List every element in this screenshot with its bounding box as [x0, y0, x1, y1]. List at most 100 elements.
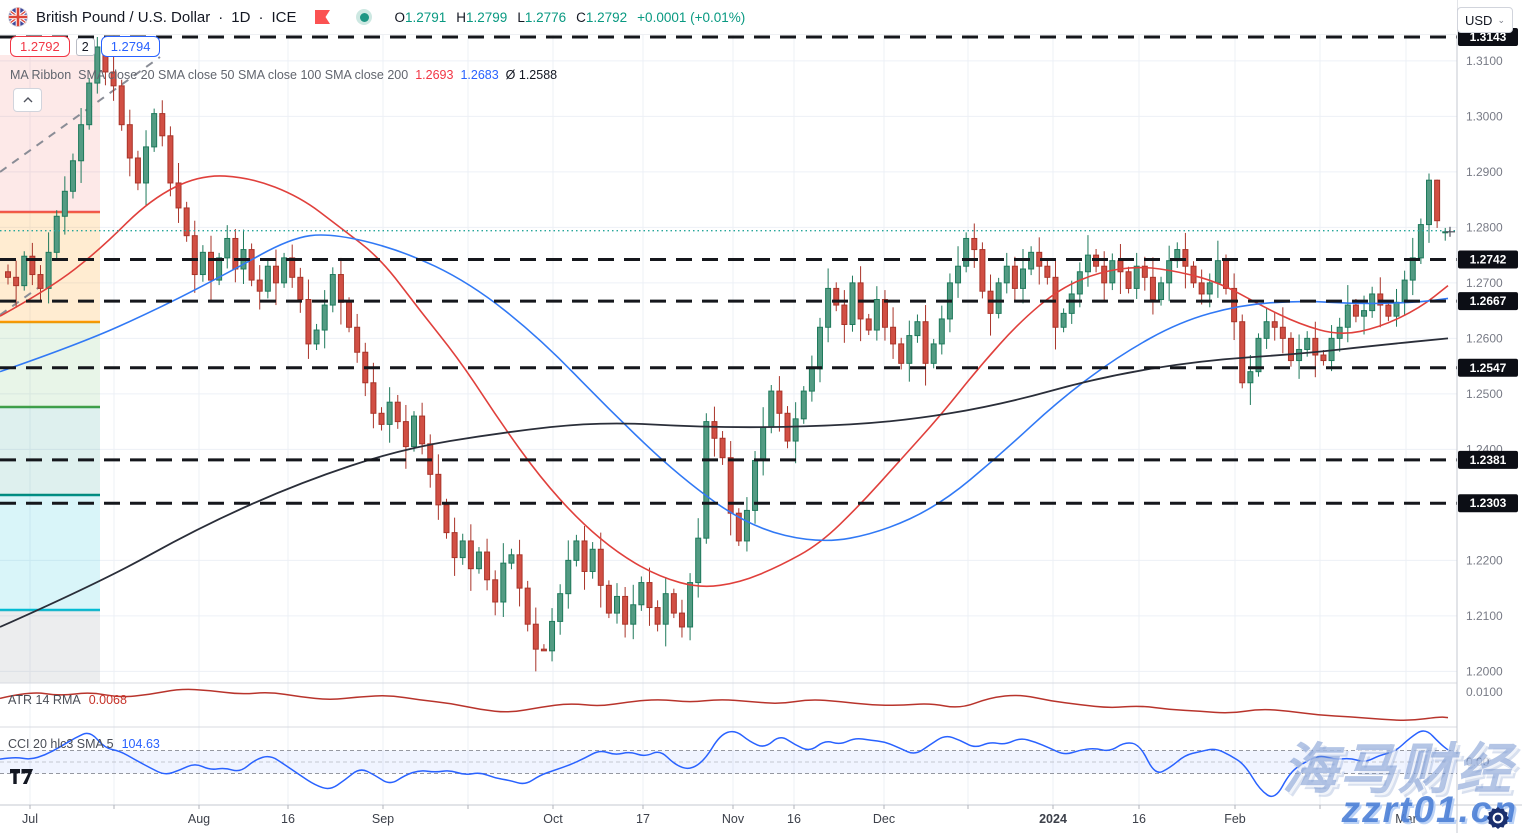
time-tick-label: 16 [787, 812, 801, 826]
currency-dropdown[interactable]: USD ⌄ [1457, 7, 1513, 33]
level-badge [1458, 494, 1518, 513]
price-tick-label: 1.3000 [1466, 109, 1503, 123]
candle [971, 237, 978, 251]
candle [78, 124, 85, 162]
candle [662, 593, 669, 625]
candle [386, 401, 393, 425]
candle [86, 82, 93, 126]
time-axis-bg[interactable] [0, 805, 1522, 833]
candle [492, 579, 499, 603]
ma-line-sma-20[interactable] [0, 175, 1449, 588]
candle [540, 648, 547, 652]
candle [678, 612, 685, 628]
interval-label[interactable]: 1D [231, 8, 251, 26]
candle [313, 329, 320, 345]
trendline[interactable] [0, 56, 161, 173]
orders-count-tag[interactable]: 2 [75, 37, 95, 56]
level-badge [1458, 250, 1518, 269]
candle [45, 251, 52, 289]
candle [687, 582, 694, 628]
market-status-icon[interactable] [356, 9, 373, 25]
candle [94, 46, 101, 84]
candle [1417, 224, 1424, 259]
candle [346, 301, 353, 328]
atr-legend[interactable]: ATR 14 RMA 0.0068 [8, 693, 127, 707]
candle [216, 257, 223, 281]
candle [183, 207, 190, 237]
cci-tick-label: 0.00 [1466, 755, 1490, 769]
candle [37, 274, 44, 289]
ma-ribbon-value-1: 1.2693 [415, 68, 454, 82]
candle [849, 282, 856, 325]
candle [930, 343, 937, 364]
candle [134, 157, 141, 184]
level-badge-label: 1.2667 [1470, 294, 1507, 308]
candle [232, 237, 239, 270]
atr-tick-label: 0.0100 [1466, 685, 1503, 699]
candle [922, 321, 929, 364]
change-value: +0.0001 (+0.01%) [637, 9, 746, 25]
candle [305, 299, 312, 345]
candle [1263, 321, 1270, 339]
sell-price-tag[interactable]: 1.2792 [10, 36, 70, 57]
exchange-label[interactable]: ICE [271, 8, 297, 26]
candle [703, 421, 710, 539]
candle [289, 257, 296, 278]
open-label: O [394, 9, 405, 25]
ma-line-sma-200[interactable] [0, 337, 1449, 628]
candle [53, 215, 60, 253]
candle [873, 299, 880, 331]
candle [1003, 265, 1010, 284]
low-label: L [517, 9, 525, 25]
candle [881, 299, 888, 328]
collapse-legend-button[interactable] [13, 88, 42, 112]
gear-icon [1486, 806, 1510, 835]
candle [1352, 304, 1359, 317]
buy-price-tag[interactable]: 1.2794 [100, 36, 161, 57]
candle [159, 113, 166, 137]
time-tick-label: 16 [281, 812, 295, 826]
candle [906, 335, 913, 364]
price-tick-label: 1.2000 [1466, 664, 1503, 678]
candle [1426, 179, 1432, 226]
candle [1011, 265, 1018, 289]
watermark-cjk: 海马财经 [1281, 738, 1514, 800]
candle [264, 265, 271, 292]
low-value: 1.2776 [524, 9, 567, 25]
ma-line-sma-50[interactable] [0, 234, 1449, 542]
pivot-zone [0, 610, 100, 683]
candle [914, 321, 921, 337]
candle [1279, 326, 1286, 339]
candle [1125, 271, 1132, 289]
open-value: 1.2791 [404, 9, 447, 25]
time-tick-label: Mar [1395, 812, 1417, 826]
candle [1117, 260, 1124, 273]
candle [1084, 254, 1091, 273]
candle [1393, 301, 1400, 317]
atr-label: ATR 14 RMA [8, 693, 81, 707]
chevron-down-icon: ⌄ [1497, 14, 1505, 25]
candle [459, 540, 466, 559]
candle [281, 257, 288, 284]
close-value: 1.2792 [585, 9, 628, 25]
candle [1166, 260, 1173, 284]
candle [1239, 321, 1246, 384]
high-value: 1.2799 [466, 9, 508, 25]
level-badge [1458, 358, 1518, 377]
tradingview-logo[interactable] [10, 769, 34, 789]
candle [500, 562, 507, 603]
currency-label: USD [1465, 12, 1493, 28]
tradingview-logo-icon [10, 769, 33, 784]
symbol-title[interactable]: British Pound / U.S. Dollar [36, 8, 211, 26]
ma-ribbon-legend[interactable]: MA Ribbon SMA close 20 SMA close 50 SMA … [10, 68, 557, 82]
time-tick-label: 16 [1132, 812, 1146, 826]
candle [760, 426, 767, 461]
cci-legend[interactable]: CCI 20 hlc3 SMA 5 104.63 [8, 737, 160, 751]
candle [1312, 337, 1319, 356]
candle [622, 595, 629, 625]
price-tick-label: 1.2800 [1466, 220, 1503, 234]
flag-icon[interactable] [314, 9, 332, 25]
price-axis-bg[interactable] [1457, 0, 1522, 833]
